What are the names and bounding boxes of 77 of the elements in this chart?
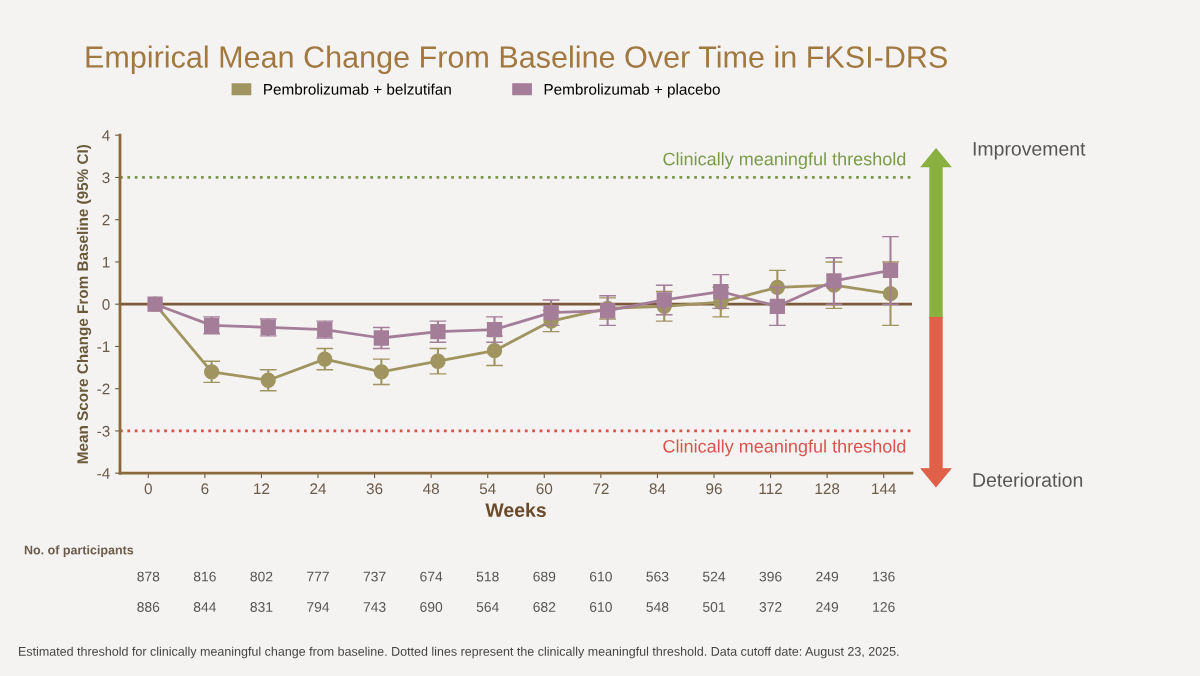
y-tick-label: -2: [97, 383, 110, 395]
text: 563: [646, 571, 669, 582]
text: 878: [137, 571, 160, 582]
x-tick-label: 48: [423, 483, 439, 495]
point: [430, 324, 446, 340]
y-tick-label: -1: [97, 341, 110, 352]
text: 501: [702, 602, 725, 612]
legend-label: Pembrolizumab + placebo: [544, 83, 720, 98]
y-tick-label: 0: [102, 299, 110, 310]
point: [543, 305, 559, 321]
x-tick-label: 96: [706, 483, 722, 495]
text: 689: [533, 571, 556, 582]
x-tick-label: 24: [310, 483, 327, 494]
text: Estimated threshold for clinically meaningful change from baseline. Dotted lines represent the clinically meaningful threshold. Data cutoff date: August 23, 2025.: [19, 646, 899, 659]
y-tick-label: 3: [102, 172, 110, 184]
text: 737: [363, 571, 386, 582]
x-tick-label: 12: [254, 483, 270, 494]
text: Deterioration: [973, 472, 1083, 487]
text: 396: [759, 571, 782, 582]
y-tick-label: -4: [97, 468, 110, 479]
x-tick-label: 60: [536, 483, 553, 495]
text: 548: [646, 602, 669, 612]
y-tick-label: -3: [97, 425, 110, 437]
ref-line-label: Clinically meaningful threshold: [663, 152, 906, 169]
text: 518: [476, 571, 499, 582]
y-tick-label: 4: [102, 130, 110, 141]
text: 610: [589, 602, 612, 612]
ref-line-label: Clinically meaningful threshold: [663, 439, 906, 457]
text: 136: [873, 571, 895, 582]
x-tick-label: 144: [872, 483, 897, 494]
point: [769, 298, 785, 314]
text: 886: [137, 602, 160, 612]
point: [882, 262, 899, 279]
point: [260, 372, 276, 388]
x-tick-label: 72: [593, 483, 609, 494]
text: 610: [589, 571, 612, 582]
text: 831: [250, 602, 273, 612]
text: 816: [193, 571, 216, 582]
y-tick-label: 1: [102, 256, 110, 268]
x-tick-label: 6: [201, 483, 209, 495]
point: [373, 330, 389, 346]
text: 844: [193, 602, 217, 612]
text: 249: [816, 571, 839, 582]
point: [204, 364, 220, 380]
text: 802: [250, 571, 273, 582]
point: [713, 283, 729, 300]
text: 682: [533, 602, 556, 612]
y-tick-label: 2: [102, 214, 110, 226]
point: [826, 273, 842, 289]
text: 674: [420, 571, 443, 582]
x-tick-label: 128: [815, 483, 840, 495]
text: 524: [702, 571, 726, 582]
text: 794: [307, 602, 330, 612]
text: 743: [363, 602, 386, 612]
text: 249: [816, 602, 839, 612]
text: 690: [420, 602, 443, 612]
point: [486, 343, 503, 359]
text: 126: [873, 602, 895, 612]
text: 564: [476, 602, 499, 612]
chart-title: Empirical Mean Change From Baseline Over Time in FKSI-DRS: [86, 45, 947, 74]
point: [317, 351, 333, 367]
point: [656, 292, 672, 308]
point: [373, 364, 389, 380]
point: [486, 321, 503, 338]
y-axis-title: Mean Score Change From Baseline (95% CI): [76, 144, 92, 464]
text: No. of participants: [24, 545, 134, 557]
x-axis-title: Weeks: [485, 502, 546, 517]
x-tick-label: 112: [759, 483, 782, 494]
text: 372: [759, 602, 782, 612]
x-tick-label: 54: [479, 483, 496, 495]
legend-label: Pembrolizumab + belzutifan: [264, 83, 451, 95]
point: [430, 353, 446, 369]
x-tick-label: 84: [649, 483, 666, 495]
text: 777: [307, 571, 329, 582]
text: Improvement: [973, 142, 1086, 160]
x-tick-label: 36: [366, 483, 383, 495]
x-tick-label: 0: [144, 483, 152, 495]
